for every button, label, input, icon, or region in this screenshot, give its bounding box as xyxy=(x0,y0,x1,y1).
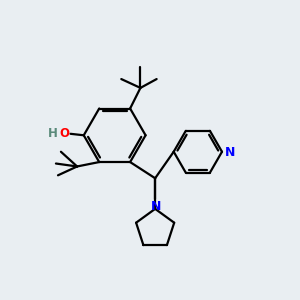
Text: N: N xyxy=(225,146,235,159)
Text: N: N xyxy=(151,200,161,213)
Text: H: H xyxy=(48,127,58,140)
Text: O: O xyxy=(59,127,69,140)
